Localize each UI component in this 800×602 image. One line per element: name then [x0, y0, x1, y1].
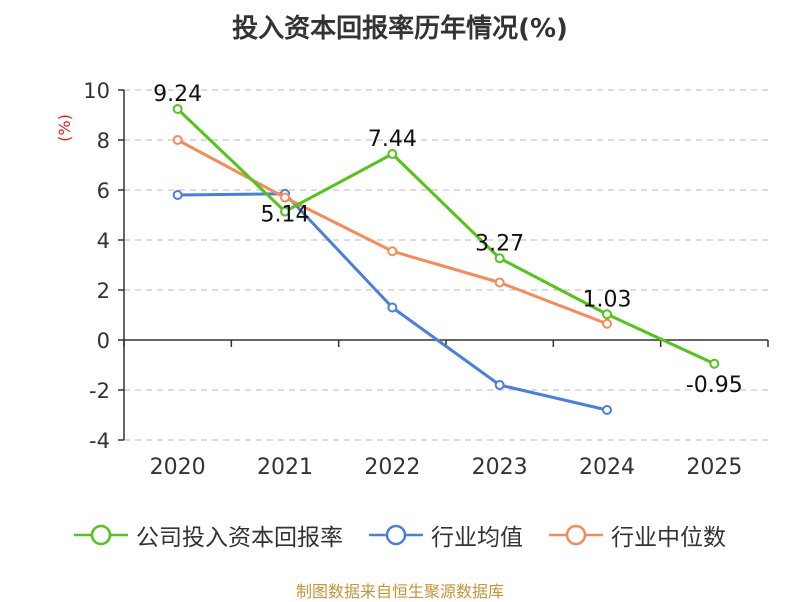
data-point — [494, 380, 505, 390]
x-tick-label: 2020 — [150, 455, 206, 480]
y-tick-label: -4 — [89, 429, 110, 453]
legend-label-company: 公司投入资本回报率 — [136, 525, 343, 551]
y-tick-label: 6 — [97, 179, 110, 203]
data-point — [494, 253, 505, 264]
legend: 公司投入资本回报率 行业均值 行业中位数 — [0, 518, 800, 552]
data-point — [494, 277, 505, 288]
y-tick-label: 10 — [83, 79, 110, 103]
data-label: 9.24 — [153, 82, 202, 107]
legend-label-industry-median: 行业中位数 — [611, 525, 726, 551]
data-point — [387, 149, 398, 159]
series-line-0 — [176, 107, 715, 366]
source-note: 制图数据来自恒生聚源数据库 — [295, 582, 504, 601]
data-label: 1.03 — [583, 287, 632, 312]
x-tick-label: 2023 — [472, 455, 528, 480]
x-tick-label: 2024 — [579, 455, 635, 480]
data-point — [602, 309, 612, 320]
legend-marker-industry-median — [549, 524, 603, 546]
data-label: 5.14 — [261, 203, 310, 228]
data-point — [172, 104, 183, 114]
chart-title: 投入资本回报率历年情况(%) — [232, 14, 568, 44]
data-point — [172, 135, 183, 145]
data-label: 7.44 — [368, 127, 417, 152]
data-point — [172, 190, 183, 200]
legend-item-industry-median[interactable]: 行业中位数 — [549, 518, 726, 552]
x-tick-label: 2022 — [364, 455, 420, 480]
data-point — [387, 302, 398, 313]
legend-item-company[interactable]: 公司投入资本回报率 — [74, 518, 343, 552]
data-point — [280, 206, 290, 217]
data-point — [709, 358, 720, 369]
y-tick-label: 0 — [97, 329, 110, 353]
data-point — [280, 192, 290, 203]
y-tick-label: 8 — [97, 129, 110, 153]
legend-label-industry-mean: 行业均值 — [431, 525, 523, 551]
data-point — [387, 246, 398, 257]
data-label: -0.95 — [686, 373, 743, 398]
y-tick-label: -2 — [89, 379, 110, 403]
data-point — [602, 405, 612, 415]
x-tick-label: 2025 — [686, 455, 742, 480]
series-line-1 — [177, 192, 608, 412]
legend-marker-industry-mean — [369, 524, 423, 546]
legend-item-industry-mean[interactable]: 行业均值 — [369, 518, 523, 552]
y-tick-label: 4 — [97, 229, 110, 253]
legend-marker-company — [74, 524, 128, 546]
y-axis-label: (%) — [55, 114, 74, 142]
series-line-2 — [176, 138, 608, 326]
data-point — [602, 318, 612, 329]
y-tick-label: 2 — [97, 279, 110, 303]
x-tick-label: 2021 — [257, 455, 313, 480]
data-label: 3.27 — [475, 231, 524, 256]
